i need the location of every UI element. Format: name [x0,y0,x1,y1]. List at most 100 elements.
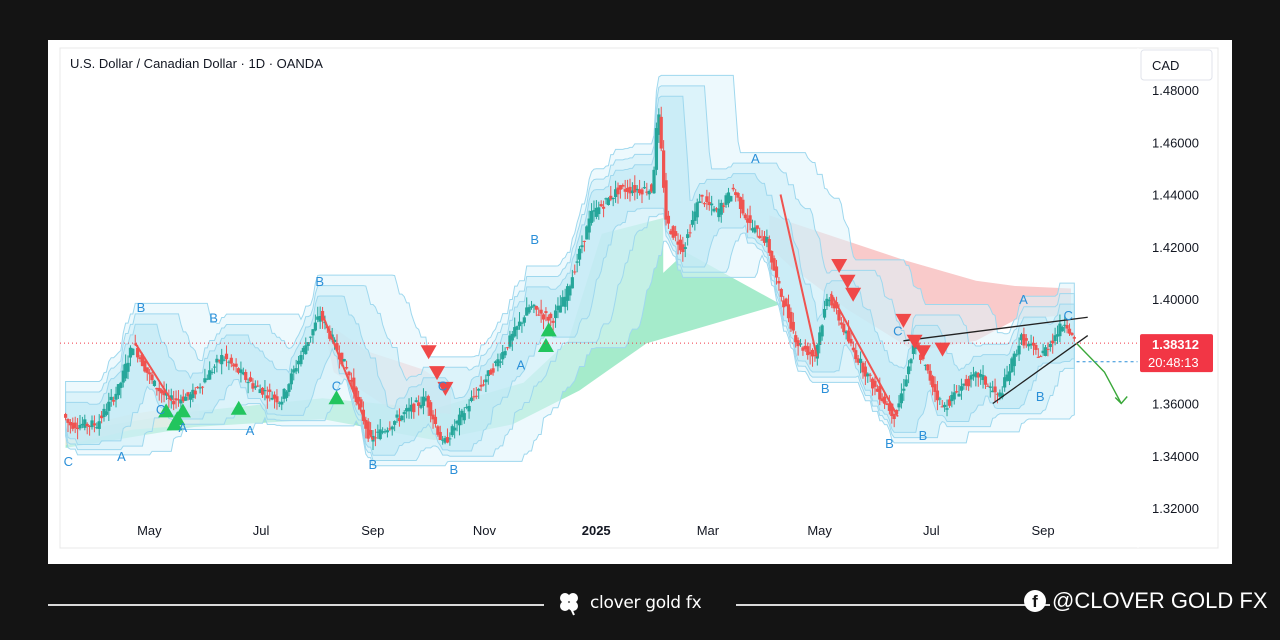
price-tick-label: 1.32000 [1152,501,1199,516]
candle-body [78,424,82,429]
candle-body [145,367,149,373]
time-axis[interactable]: May Jul Sep Nov 2025 Mar May Jul Sep [137,523,1055,538]
candle-body [534,305,538,310]
candle-body [724,195,728,205]
candle-body [1055,334,1060,337]
candle-body [1010,358,1014,372]
social-handle-text: @CLOVER GOLD FX [1052,588,1268,613]
wave-label: B [821,381,830,396]
wave-label: B [368,457,377,472]
candle-body [770,250,774,263]
candle-body [66,419,70,423]
candle-body [477,388,481,391]
candle-body [585,226,589,240]
buy-signal-icon [328,390,345,405]
candle-body [443,438,447,443]
candle-body [964,379,968,386]
candle-body [92,423,97,426]
candle-body [263,390,267,392]
candle-body [986,385,990,387]
currency-badge[interactable]: CAD [1140,49,1213,81]
candle-body [104,411,109,415]
candle-body [943,404,947,408]
time-tick-label: Mar [697,523,720,538]
candle-body [1015,354,1019,356]
facebook-icon: f [1024,590,1046,612]
candle-body [933,384,937,392]
candle-body [741,199,745,214]
candle-body [95,427,99,429]
candle-body [316,316,320,320]
candle-body [594,207,598,217]
candle-body [311,329,315,336]
candle-body [376,431,380,433]
candle-body [138,357,142,360]
wave-label: C [64,454,73,469]
sell-signal-icon [429,366,446,381]
candle-body [109,396,113,401]
candle-body [340,352,344,365]
price-axis[interactable]: 1.480001.460001.440001.420001.400001.380… [1152,83,1199,516]
candle-body [928,370,932,381]
currency-label: CAD [1152,58,1179,73]
wave-label: A [1019,292,1028,307]
candle-body [604,198,608,200]
footer-divider-left [48,604,544,606]
price-tick-label: 1.42000 [1152,240,1199,255]
candle-body [431,414,435,420]
candle-body [436,426,440,435]
candle-body [136,347,140,358]
candle-body [561,297,565,307]
candle-body [544,311,548,314]
candle-body [460,410,464,418]
candle-body [160,389,164,394]
candle-body [114,393,118,400]
candle-body [556,305,560,311]
wave-label: A [117,449,126,464]
candle-body [484,379,488,383]
time-tick-label: Sep [361,523,384,538]
candle-body [148,372,152,375]
candle-body [731,187,735,190]
candle-body [750,228,755,231]
candle-body [1017,345,1021,355]
sell-signal-icon [914,345,931,360]
candle-body [426,396,430,408]
candle-body [969,375,973,380]
candle-body [424,398,428,401]
candle-body [282,388,286,399]
forecast-arrowhead [1114,396,1128,405]
candle-body [162,390,166,396]
candle-body [169,395,173,400]
candle-body [217,360,221,362]
sell-signal-icon [420,345,437,360]
candle-body [597,207,601,215]
candle-body [971,374,976,376]
candle-body [335,343,339,351]
candle-body [1024,338,1028,341]
candle-body [844,331,848,334]
buy-signal-icon [158,403,175,418]
candle-body [472,396,476,398]
candle-body [1005,374,1009,381]
candle-body [381,431,385,433]
candle-body [553,310,558,319]
candle-body [945,408,949,410]
candle-body [777,280,781,284]
sell-signal-icon [845,287,862,302]
candle-body [967,378,971,387]
candle-body [140,354,145,367]
candle-body [510,333,514,341]
candle-body [270,397,274,400]
candle-body [698,201,702,203]
candle-body [1060,326,1064,332]
candle-body [957,393,961,397]
candle-body [429,402,433,416]
candle-body [1022,334,1026,346]
candle-body [299,355,303,365]
candle-body [522,317,526,323]
candle-body [215,358,219,363]
social-handle[interactable]: f @CLOVER GOLD FX [1024,588,1268,614]
candle-body [529,306,534,308]
